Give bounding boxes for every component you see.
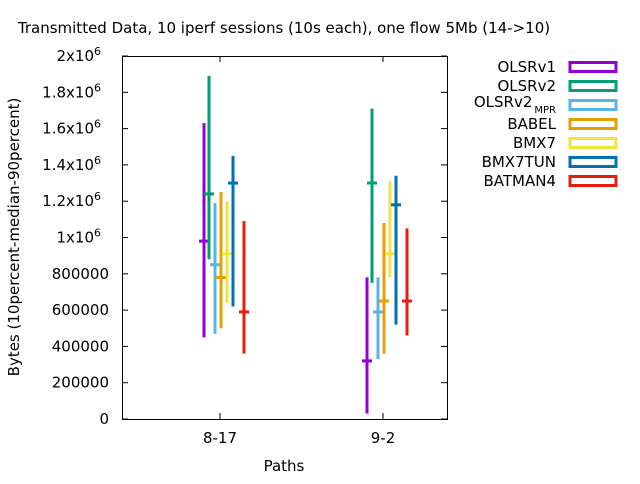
y-tick-label: 400000 [52, 337, 109, 355]
legend-label: OLSRv2 [497, 77, 556, 95]
legend-label: BMX7TUN [482, 153, 556, 171]
legend-label: BATMAN4 [483, 172, 556, 190]
legend-swatch [568, 118, 618, 130]
y-tick-label: 1.4x106 [42, 154, 101, 174]
legend-label: BMX7 [513, 134, 556, 152]
legend-swatch [568, 137, 618, 149]
legend-swatch [568, 175, 618, 187]
y-tick-label: 1x106 [56, 227, 101, 247]
chart-title: Transmitted Data, 10 iperf sessions (10s… [17, 19, 550, 37]
y-tick-label: 800000 [52, 265, 109, 283]
legend-swatch [568, 61, 618, 73]
y-tick-label: 200000 [52, 374, 109, 392]
y-tick-label: 0 [99, 410, 109, 428]
legend-label: BABEL [507, 115, 556, 133]
legend-swatch [568, 80, 618, 92]
x-axis-label: Paths [264, 457, 305, 475]
y-tick-label: 1.8x106 [42, 81, 101, 101]
legend-swatch [568, 99, 618, 111]
plot-frame [122, 56, 448, 420]
legend-swatch [568, 156, 618, 168]
y-axis-label: Bytes (10percent-median-90percent) [5, 98, 23, 377]
legend-label: OLSRv1 [497, 58, 556, 76]
y-tick-label: 600000 [52, 301, 109, 319]
legend-label: OLSRv2 MPR [474, 93, 556, 116]
y-tick-label: 2x106 [56, 45, 101, 65]
y-tick-label: 1.2x106 [42, 190, 101, 210]
x-tick-label: 9-2 [371, 429, 396, 447]
y-tick-label: 1.6x106 [42, 118, 101, 138]
marks-layer: 0 200000 400000 600000 800000 1x106 1.2x106 1.4… [42, 45, 447, 447]
x-tick-label: 8-17 [203, 429, 237, 447]
